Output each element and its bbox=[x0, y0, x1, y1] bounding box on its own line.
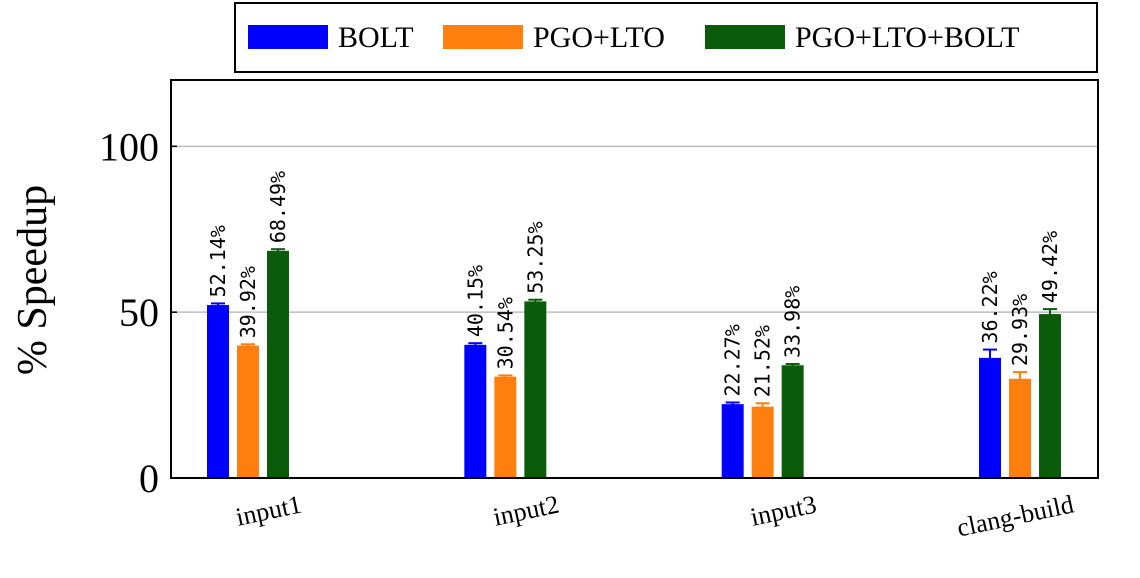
bars bbox=[207, 248, 1061, 478]
data-label: 53.25% bbox=[523, 221, 547, 293]
legend-label: PGO+LTO+BOLT bbox=[795, 21, 1019, 54]
data-label: 39.92% bbox=[236, 266, 260, 338]
grid bbox=[171, 145, 1098, 313]
y-tick-label: 0 bbox=[139, 456, 159, 501]
data-label: 21.52% bbox=[751, 325, 775, 397]
data-label: 30.54% bbox=[493, 297, 517, 369]
legend: BOLT PGO+LTO PGO+LTO+BOLT bbox=[234, 2, 1098, 73]
data-label: 49.42% bbox=[1038, 231, 1062, 303]
data-label: 33.98% bbox=[781, 286, 805, 358]
y-tick-label: 100 bbox=[99, 124, 159, 169]
data-label: 68.49% bbox=[266, 171, 290, 243]
bar bbox=[721, 404, 744, 478]
legend-box bbox=[234, 2, 1098, 73]
bar bbox=[207, 305, 229, 478]
data-label: 29.93% bbox=[1008, 294, 1032, 366]
data-label: 22.27% bbox=[721, 324, 745, 396]
data-labels: 52.14% 40.15% 22.27% 36.22% 39.92% 30.54% 21.5… bbox=[206, 171, 1062, 397]
bar bbox=[979, 357, 1001, 478]
plot-frame bbox=[170, 79, 1099, 479]
legend-label: PGO+LTO bbox=[533, 21, 665, 54]
legend-label: BOLT bbox=[338, 21, 414, 54]
bar bbox=[1009, 378, 1031, 478]
bar bbox=[751, 406, 774, 478]
data-label: 40.15% bbox=[463, 265, 487, 337]
bar bbox=[464, 344, 487, 478]
data-label: 52.14% bbox=[206, 225, 230, 297]
x-axis-ticks: input1 input2 input3 clang-build bbox=[233, 490, 1076, 543]
y-axis-ticks: 0 50 100 bbox=[99, 124, 177, 501]
bar bbox=[781, 365, 804, 478]
legend-swatch bbox=[248, 25, 328, 49]
x-tick-label: input3 bbox=[748, 490, 819, 532]
bar bbox=[1039, 314, 1061, 478]
x-tick-label: clang-build bbox=[954, 490, 1076, 543]
y-axis-title: % Speedup bbox=[10, 185, 56, 375]
bar bbox=[524, 301, 547, 478]
data-label: 36.22% bbox=[978, 271, 1002, 343]
bar bbox=[267, 250, 289, 478]
y-tick-label: 50 bbox=[119, 290, 159, 335]
bar bbox=[494, 376, 517, 478]
legend-swatch bbox=[705, 25, 785, 49]
x-tick-label: input2 bbox=[491, 490, 562, 532]
bar bbox=[237, 345, 259, 478]
x-tick-label: input1 bbox=[233, 490, 304, 532]
legend-swatch bbox=[443, 25, 523, 49]
